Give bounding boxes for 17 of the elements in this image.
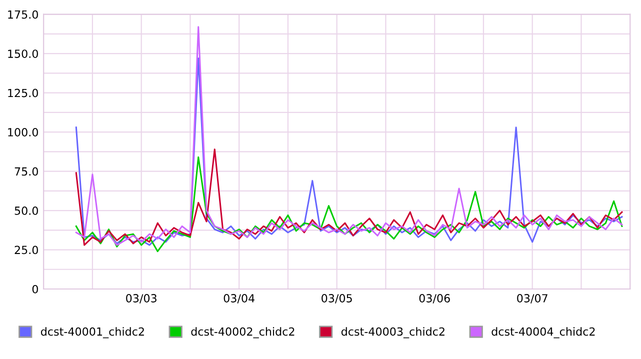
y-tick-label: 125.0: [8, 88, 38, 98]
x-tick-label: 03/03: [126, 294, 156, 304]
legend-label: dcst-40003_chidc2: [341, 327, 444, 338]
legend-label: dcst-40004_chidc2: [492, 327, 595, 338]
x-tick-label: 03/06: [419, 294, 450, 304]
y-tick-label: 50.0: [14, 206, 38, 215]
y-tick-label: 150.0: [8, 50, 38, 58]
x-tick-label: 03/07: [517, 294, 548, 304]
legend-label: dcst-40001_chidc2: [40, 327, 144, 338]
x-tick-label: 03/05: [322, 294, 352, 304]
y-tick-label: 100.0: [8, 128, 38, 136]
y-tick-label: 175.0: [8, 10, 38, 19]
y-tick-label: 0: [32, 284, 38, 294]
x-tick-label: 03/04: [224, 294, 254, 304]
y-tick-label: 25.0: [14, 246, 38, 254]
legend-label: dcst-40002_chidc2: [191, 327, 294, 338]
y-tick-label: 75.0: [14, 167, 38, 176]
